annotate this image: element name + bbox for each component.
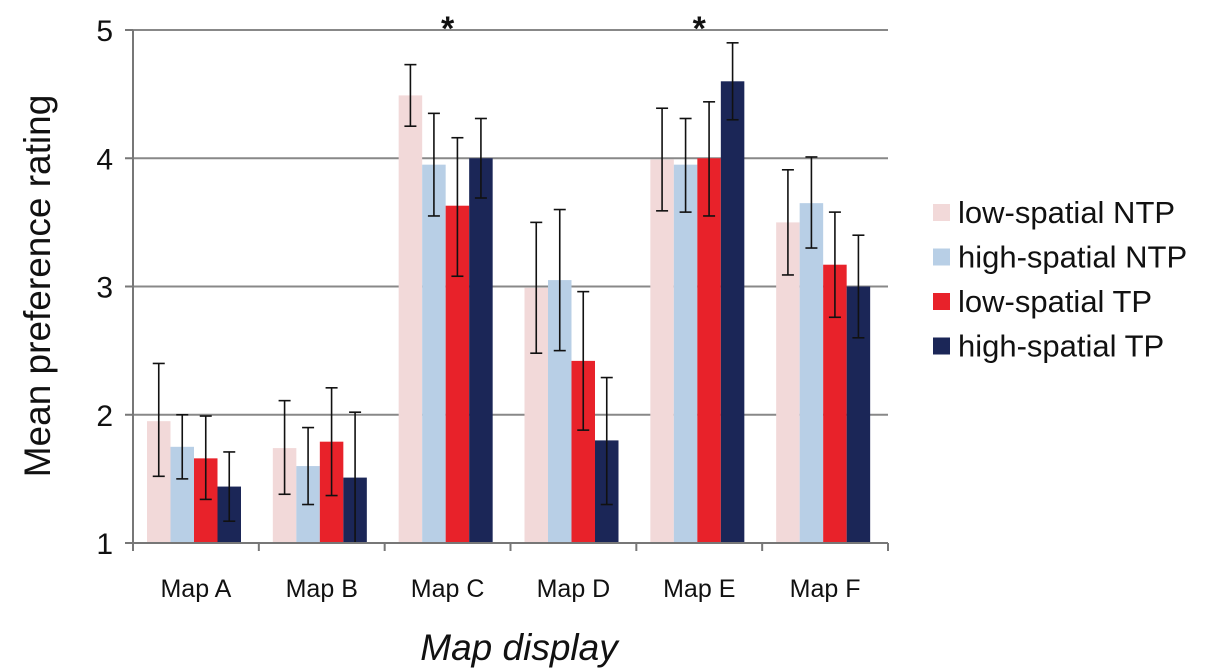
bar-2-0	[398, 95, 423, 543]
bar-4-1	[673, 164, 698, 543]
bar-5-1	[799, 203, 824, 543]
y-tick-labels: 1 2 3 4 5	[96, 15, 113, 561]
x-tick-label: Map B	[286, 575, 358, 603]
bar-2-1	[422, 164, 446, 543]
bar-2-2	[445, 205, 470, 543]
x-tick-label: Map C	[411, 575, 485, 603]
bar-5-2	[823, 264, 847, 543]
bar-0-0	[147, 421, 171, 543]
bar-5-0	[776, 222, 800, 543]
bar-2-3	[469, 158, 493, 543]
bar-0-2	[194, 458, 218, 543]
bar-3-1	[548, 280, 572, 543]
x-tick-label: Map D	[537, 575, 611, 603]
y-tick-label: 4	[96, 143, 113, 176]
legend-swatch	[933, 293, 950, 310]
bar-1-0	[272, 448, 297, 543]
y-tick-label: 1	[96, 528, 113, 561]
x-axis-label: Map display	[420, 627, 620, 668]
y-tick-label: 2	[96, 400, 113, 433]
bar-3-2	[571, 360, 595, 543]
y-tick-label: 5	[96, 15, 113, 48]
bar-3-0	[524, 287, 548, 543]
legend-label: low-spatial TP	[958, 284, 1152, 319]
bar-5-3	[846, 286, 871, 543]
significance-asterisk: *	[441, 10, 455, 48]
error-bars	[152, 42, 865, 544]
legend-swatch	[933, 337, 950, 355]
legend-swatch	[933, 248, 950, 266]
legend-label: high-spatial TP	[958, 329, 1164, 364]
y-axis-label: Mean preference rating	[17, 95, 58, 478]
bar-0-1	[170, 446, 194, 543]
legend-swatch	[933, 204, 950, 221]
legend: low-spatial NTP high-spatial NTP low-spati…	[933, 195, 1187, 364]
x-tick-label: Map E	[663, 575, 735, 603]
significance-marks: * *	[441, 10, 707, 48]
axes	[125, 29, 889, 551]
bars	[147, 81, 871, 544]
bar-4-0	[650, 159, 674, 543]
bar-4-3	[720, 81, 745, 544]
x-tick-label: Map A	[160, 575, 231, 603]
significance-asterisk: *	[693, 10, 707, 48]
legend-label: high-spatial NTP	[958, 240, 1187, 275]
grid-lines	[133, 29, 888, 416]
bar-4-2	[697, 158, 721, 543]
y-tick-label: 3	[96, 272, 113, 305]
x-tick-labels: Map A Map B Map C Map D Map E Map F	[160, 575, 860, 603]
x-tick-label: Map F	[790, 575, 861, 603]
legend-label: low-spatial NTP	[958, 195, 1175, 230]
